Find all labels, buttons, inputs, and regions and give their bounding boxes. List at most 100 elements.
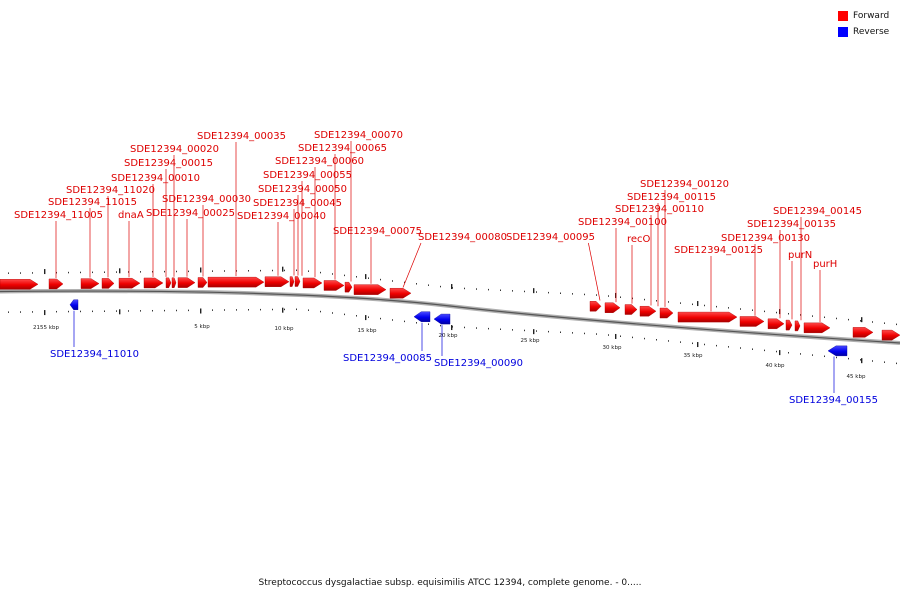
forward-gene-arrow[interactable]	[344, 281, 353, 293]
forward-gene-arrow[interactable]	[767, 318, 785, 330]
forward-gene-arrow[interactable]	[881, 329, 900, 341]
minor-tick	[152, 309, 153, 312]
minor-tick	[524, 290, 525, 293]
forward-gene-label[interactable]: SDE12394_00030	[162, 194, 251, 205]
forward-gene-arrow[interactable]	[604, 302, 621, 313]
forward-gene-arrow[interactable]	[794, 320, 801, 332]
minor-tick	[32, 272, 33, 274]
forward-gene-label[interactable]: SDE12394_00100	[578, 217, 667, 228]
forward-gene-arrow[interactable]	[659, 307, 674, 319]
forward-gene-arrow[interactable]	[165, 277, 172, 289]
minor-tick	[104, 310, 105, 312]
forward-gene-label[interactable]: SDE12394_00080	[418, 232, 507, 243]
forward-gene-arrow[interactable]	[264, 276, 290, 287]
forward-gene-label[interactable]: SDE12394_00065	[298, 143, 387, 154]
forward-gene-label[interactable]: dnaA	[118, 210, 144, 221]
forward-gene-label[interactable]: SDE12394_00050	[258, 184, 347, 195]
forward-gene-arrow[interactable]	[80, 278, 100, 289]
forward-gene-label[interactable]: SDE12394_00070	[314, 130, 403, 141]
forward-gene-label[interactable]: SDE12394_00095	[506, 232, 595, 243]
minor-tick	[248, 270, 249, 272]
reverse-gene-label[interactable]: SDE12394_11010	[50, 349, 139, 360]
forward-gene-arrow[interactable]	[118, 278, 141, 289]
forward-gene-label[interactable]: SDE12394_00115	[627, 192, 716, 203]
minor-tick	[728, 307, 729, 309]
minor-tick	[764, 349, 765, 352]
forward-gene-arrow[interactable]	[785, 319, 793, 331]
forward-gene-label[interactable]: SDE12394_00020	[130, 144, 219, 155]
minor-tick	[356, 315, 357, 317]
forward-gene-label[interactable]: SDE12394_00040	[237, 211, 326, 222]
reverse-gene-arrow[interactable]	[433, 313, 451, 325]
minor-tick	[56, 271, 57, 274]
reverse-gene-arrow[interactable]	[827, 345, 848, 357]
forward-gene-arrow[interactable]	[177, 277, 196, 288]
forward-gene-label[interactable]: SDE12394_00060	[275, 156, 364, 167]
minor-tick	[104, 271, 105, 273]
forward-gene-label[interactable]: purH	[813, 259, 837, 270]
minor-tick	[548, 291, 549, 294]
forward-gene-label[interactable]: purN	[788, 250, 812, 261]
forward-gene-arrow[interactable]	[852, 327, 874, 338]
forward-gene-arrow[interactable]	[197, 277, 208, 288]
major-tick	[200, 267, 202, 273]
forward-gene-arrow[interactable]	[803, 322, 831, 334]
forward-gene-label[interactable]: SDE12394_00135	[747, 219, 836, 230]
forward-gene-label[interactable]: SDE12394_00055	[263, 170, 352, 181]
minor-tick	[776, 311, 777, 314]
forward-gene-label[interactable]: SDE12394_00010	[111, 173, 200, 184]
minor-tick	[236, 309, 237, 311]
forward-gene-arrow[interactable]	[48, 278, 64, 290]
forward-gene-arrow[interactable]	[624, 304, 638, 315]
forward-gene-label[interactable]: recO	[627, 234, 651, 245]
forward-gene-label[interactable]: SDE12394_00125	[674, 245, 763, 256]
forward-gene-arrow[interactable]	[207, 276, 265, 288]
reverse-gene-label[interactable]: SDE12394_00090	[434, 358, 523, 369]
forward-gene-arrow[interactable]	[323, 280, 345, 291]
forward-gene-label[interactable]: SDE12394_00120	[640, 179, 729, 190]
forward-gene-label[interactable]: SDE12394_00035	[197, 131, 286, 142]
minor-tick	[752, 348, 753, 350]
minor-tick	[332, 273, 333, 275]
forward-gene-label[interactable]: SDE12394_00045	[253, 198, 342, 209]
forward-gene-arrow[interactable]	[171, 277, 177, 288]
forward-gene-label[interactable]: SDE12394_00145	[773, 206, 862, 217]
forward-gene-arrow[interactable]	[143, 277, 164, 289]
major-tick	[365, 315, 367, 321]
forward-gene-label[interactable]: SDE12394_00075	[333, 226, 422, 237]
forward-gene-label[interactable]: SDE12394_11005	[14, 210, 103, 221]
major-tick	[282, 307, 284, 313]
forward-gene-arrow[interactable]	[0, 279, 39, 290]
forward-gene-label[interactable]: SDE12394_00015	[124, 158, 213, 169]
forward-gene-arrow[interactable]	[294, 276, 301, 287]
forward-gene-arrow[interactable]	[302, 277, 323, 289]
minor-tick	[164, 309, 165, 312]
minor-tick	[416, 283, 417, 285]
reverse-gene-label[interactable]: SDE12394_00085	[343, 353, 432, 364]
forward-gene-label[interactable]: SDE12394_11020	[66, 185, 155, 196]
reverse-gene-arrow[interactable]	[413, 311, 431, 322]
major-tick	[44, 310, 46, 316]
minor-tick	[800, 314, 801, 316]
forward-gene-arrow[interactable]	[739, 316, 765, 327]
minor-tick	[716, 305, 717, 308]
forward-gene-arrow[interactable]	[353, 284, 387, 295]
minor-tick	[272, 308, 273, 311]
forward-gene-label[interactable]: SDE12394_00130	[721, 233, 810, 244]
forward-gene-arrow[interactable]	[389, 288, 412, 299]
forward-gene-label[interactable]: SDE12394_00025	[146, 208, 235, 219]
scale-label: 45 kbp	[847, 374, 866, 380]
minor-tick	[572, 293, 573, 295]
forward-gene-label[interactable]: SDE12394_11015	[48, 197, 137, 208]
forward-gene-arrow[interactable]	[589, 301, 602, 312]
minor-tick	[440, 324, 441, 327]
forward-gene-arrow[interactable]	[639, 306, 657, 317]
reverse-gene-arrow[interactable]	[69, 299, 79, 310]
reverse-gene-label[interactable]: SDE12394_00155	[789, 395, 878, 406]
forward-gene-arrow[interactable]	[101, 278, 115, 289]
forward-gene-arrow[interactable]	[289, 276, 295, 287]
forward-gene-label[interactable]: SDE12394_00110	[615, 204, 704, 215]
legend: Forward Reverse	[838, 8, 889, 40]
forward-gene-arrow[interactable]	[677, 311, 738, 323]
minor-tick	[488, 288, 489, 291]
